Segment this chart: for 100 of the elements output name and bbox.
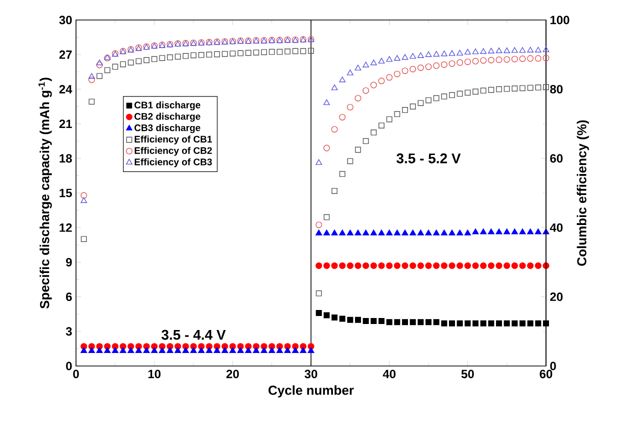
point	[316, 310, 322, 316]
point	[88, 73, 95, 79]
point	[245, 347, 252, 354]
point	[504, 262, 510, 269]
point	[166, 347, 174, 354]
point	[527, 228, 534, 234]
point	[480, 228, 487, 234]
x-tick-label: 0	[73, 370, 79, 378]
point	[402, 107, 408, 113]
point	[362, 87, 370, 94]
point	[355, 316, 362, 323]
point	[238, 50, 244, 56]
point	[440, 230, 448, 236]
point	[440, 262, 448, 269]
point	[534, 228, 542, 234]
point	[472, 48, 479, 54]
point	[339, 76, 346, 82]
y-tick-label: 24	[59, 85, 72, 94]
point	[488, 228, 494, 234]
point	[386, 56, 393, 62]
point	[355, 146, 361, 153]
y2-tick-label: 100	[550, 16, 570, 24]
point	[292, 48, 298, 54]
point	[378, 230, 385, 236]
legend-label: CB1 discharge	[134, 101, 200, 110]
point	[534, 262, 542, 269]
point	[260, 347, 268, 354]
y-tick-label: 12	[60, 223, 72, 232]
point	[504, 228, 510, 234]
y-tick-label: 27	[59, 50, 72, 59]
point	[456, 59, 464, 66]
point	[488, 86, 494, 93]
legend-label: Efficiency of CB3	[134, 158, 212, 168]
point	[339, 262, 346, 269]
point	[410, 319, 416, 326]
point	[206, 347, 212, 354]
point	[354, 94, 362, 102]
point	[128, 347, 134, 354]
point	[425, 51, 432, 57]
point	[433, 230, 440, 236]
point	[527, 320, 534, 326]
point	[440, 61, 448, 68]
point	[308, 48, 314, 54]
point	[346, 262, 354, 269]
point	[402, 230, 408, 236]
point	[464, 230, 471, 236]
point	[410, 262, 416, 269]
point	[410, 66, 416, 72]
point	[410, 104, 416, 110]
point	[520, 85, 526, 92]
point	[519, 228, 526, 234]
point	[88, 347, 95, 354]
point	[425, 63, 432, 70]
point	[135, 347, 142, 354]
point	[96, 62, 103, 68]
x-tick-label: 10	[148, 370, 161, 378]
point	[237, 347, 244, 354]
legend-label: Efficiency of CB1	[134, 136, 212, 144]
point	[425, 230, 432, 236]
point	[433, 62, 440, 69]
point	[370, 129, 377, 136]
point	[394, 319, 400, 326]
point	[206, 52, 212, 58]
point	[496, 320, 502, 326]
point	[323, 230, 330, 236]
point	[362, 62, 370, 68]
point	[426, 97, 432, 104]
point	[174, 347, 182, 354]
point	[230, 50, 236, 57]
point	[96, 347, 103, 354]
point	[362, 138, 369, 144]
point	[448, 230, 456, 236]
point	[354, 230, 362, 236]
point	[346, 104, 354, 110]
point	[394, 111, 400, 118]
point	[332, 314, 338, 321]
point	[527, 46, 534, 52]
point	[198, 347, 205, 354]
point	[511, 56, 518, 62]
point	[292, 347, 299, 354]
point	[323, 99, 330, 106]
point	[222, 347, 228, 354]
point	[534, 55, 542, 62]
point	[316, 159, 322, 165]
point	[402, 319, 408, 326]
point	[370, 262, 377, 269]
y2-tick-label: 0	[550, 362, 556, 370]
point	[190, 347, 197, 354]
point	[417, 64, 424, 71]
point	[386, 74, 393, 81]
y2-tick-label: 60	[550, 154, 563, 163]
y-tick-label: 9	[66, 258, 72, 266]
point	[386, 116, 392, 122]
point	[323, 262, 330, 269]
point	[519, 55, 526, 62]
point	[448, 262, 456, 269]
point	[456, 50, 464, 56]
point	[174, 54, 181, 60]
y2-axis-title: Columbic efficiency (%)	[576, 120, 589, 266]
point	[182, 53, 189, 59]
